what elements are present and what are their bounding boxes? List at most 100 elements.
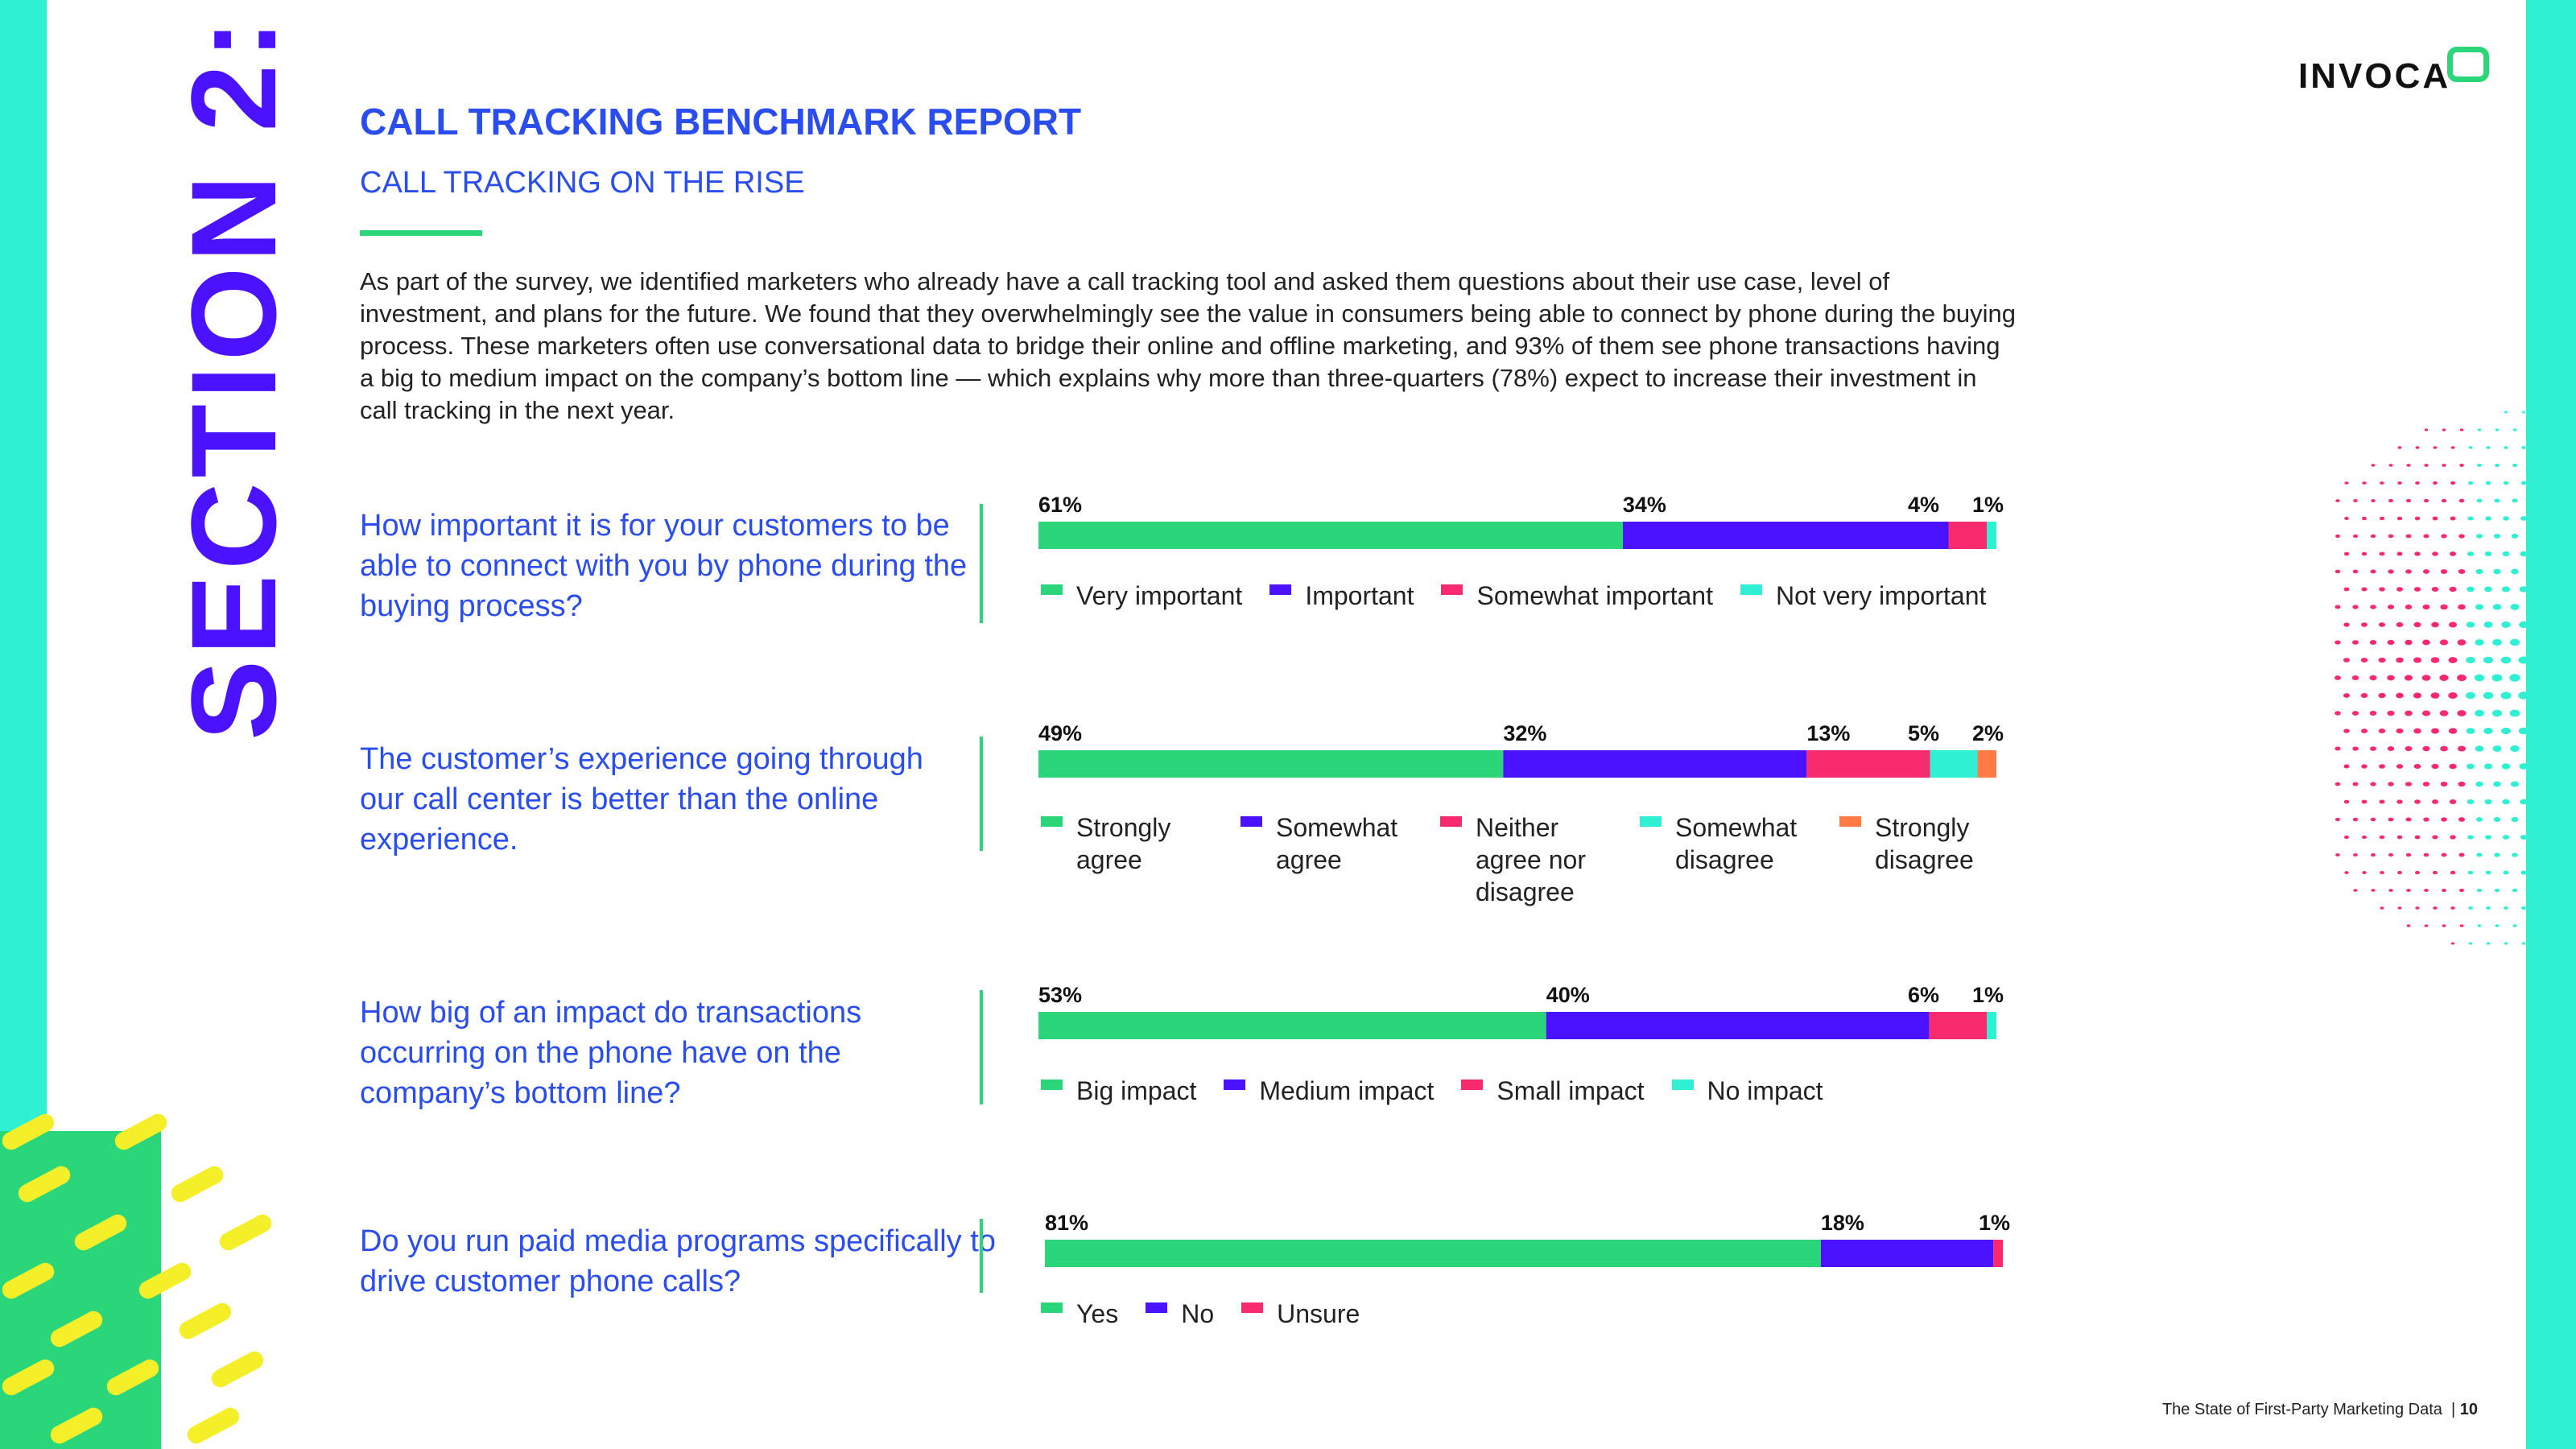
legend-label: Neither agree nor disagree: [1476, 813, 1586, 906]
data-label-2-2: 32%: [1503, 721, 1546, 745]
legend-item-2-5: Strongly disagree: [1839, 811, 2012, 876]
legend-chart-4: Yes No Unsure: [1041, 1298, 1387, 1330]
bar-segment-2-1: [1038, 750, 1504, 778]
legend-swatch: [1671, 1080, 1694, 1090]
legend-label: Strongly agree: [1076, 813, 1171, 874]
legend-item-2-2: Somewhat agree: [1241, 811, 1413, 876]
legend-item-3-3: Small impact: [1461, 1075, 1645, 1107]
legend-swatch: [1241, 816, 1262, 827]
data-label-3-1: 53%: [1038, 983, 1082, 1007]
data-label-1-1: 61%: [1038, 493, 1082, 517]
data-label-4-2: 18%: [1821, 1211, 1864, 1235]
legend-label: Big impact: [1076, 1076, 1197, 1105]
legend-item-3-2: Medium impact: [1224, 1075, 1434, 1107]
question-1: How important it is for your customers t…: [360, 509, 968, 623]
legend-label: No impact: [1707, 1076, 1823, 1105]
data-label-3-3: 6%: [1908, 983, 1939, 1007]
legend-swatch: [1241, 1302, 1264, 1313]
legend-swatch: [1041, 1080, 1063, 1090]
question-4: Do you run paid media programs specifica…: [360, 1224, 996, 1298]
legend-item-1-2: Important: [1269, 580, 1414, 612]
bar-segment-3-1: [1038, 1012, 1546, 1039]
legend-item-1-3: Somewhat important: [1441, 580, 1713, 612]
decorative-dot-pattern: [2334, 411, 2526, 945]
legend-chart-1: Very important Important Somewhat importan…: [1041, 580, 2013, 612]
bar-segment-1-4: [1987, 522, 1996, 549]
question-3-divider: [980, 990, 983, 1104]
question-2: The customer’s experience going through …: [360, 742, 923, 857]
bar-segment-2-5: [1977, 750, 1996, 778]
legend-label: Very important: [1076, 581, 1243, 610]
legend-item-2-3: Neither agree nor disagree: [1440, 811, 1612, 908]
legend-item-3-1: Big impact: [1041, 1075, 1196, 1107]
data-label-3-4: 1%: [1972, 983, 2004, 1007]
stacked-bar-charts: 61% 34% 4% 1% 49% 32% 13% 5% 2% 53% 40% 6% 1% 81% 18% 1…: [1038, 493, 2010, 1267]
data-label-1-3: 4%: [1908, 493, 1939, 517]
legend-label: Unsure: [1277, 1299, 1360, 1328]
bar-segment-3-2: [1546, 1012, 1930, 1039]
bar-segment-4-1: [1045, 1240, 1821, 1267]
legend-label: Yes: [1076, 1299, 1119, 1328]
legend-item-2-4: Somewhat disagree: [1640, 811, 1812, 876]
intro-paragraph: As part of the survey, we identified mar…: [360, 267, 2017, 424]
legend-swatch: [1839, 816, 1861, 827]
legend-item-1-4: Not very important: [1740, 580, 1986, 612]
legend-item-4-3: Unsure: [1241, 1298, 1360, 1330]
page-number: 10: [2459, 1401, 2478, 1418]
bar-segment-4-3: [1993, 1240, 2003, 1267]
legend-label: Small impact: [1496, 1076, 1645, 1105]
bar-segment-1-1: [1038, 522, 1623, 549]
legend-swatch: [1440, 816, 1462, 827]
legend-swatch: [1640, 816, 1662, 827]
data-label-2-1: 49%: [1038, 721, 1082, 745]
footer-text: The State of First-Party Marketing Data: [2161, 1401, 2442, 1418]
data-label-1-4: 1%: [1972, 493, 2004, 517]
question-4-divider: [980, 1219, 983, 1293]
legend-label: No: [1181, 1299, 1215, 1328]
data-label-4-3: 1%: [1979, 1211, 2010, 1235]
legend-swatch: [1146, 1302, 1168, 1313]
legend-swatch: [1461, 1080, 1484, 1090]
legend-swatch: [1041, 1302, 1063, 1313]
section-heading: SECTION 2:: [166, 14, 301, 741]
legend-swatch: [1224, 1080, 1246, 1090]
legend-label: Important: [1305, 581, 1414, 610]
legend-swatch: [1269, 584, 1292, 595]
data-label-3-2: 40%: [1546, 983, 1590, 1007]
page-title: CALL TRACKING BENCHMARK REPORT: [360, 101, 1082, 142]
legend-chart-3: Big impact Medium impact Small impact No im…: [1041, 1075, 1851, 1107]
legend-item-3-4: No impact: [1671, 1075, 1823, 1107]
legend-label: Somewhat important: [1476, 581, 1713, 610]
bar-segment-3-4: [1987, 1012, 1996, 1039]
page-subtitle: CALL TRACKING ON THE RISE: [360, 166, 805, 200]
data-label-1-2: 34%: [1623, 493, 1666, 517]
legend-chart-2: Strongly agree Somewhat agree Neither agre…: [1041, 811, 2039, 908]
title-underline: [360, 230, 482, 236]
legend-label: Somewhat disagree: [1675, 813, 1798, 874]
legend-item-4-1: Yes: [1041, 1298, 1118, 1330]
question-1-divider: [980, 504, 983, 623]
bar-segment-4-2: [1820, 1240, 1994, 1267]
logo-chat-bubble-icon: [2447, 47, 2489, 82]
legend-item-2-1: Strongly agree: [1041, 811, 1213, 876]
bar-segment-1-3: [1948, 522, 1988, 549]
data-label-2-4: 5%: [1908, 721, 1939, 745]
legend-label: Somewhat agree: [1276, 813, 1398, 874]
legend-label: Medium impact: [1259, 1076, 1435, 1105]
data-label-2-3: 13%: [1806, 721, 1850, 745]
invoca-logo: INVOCA: [2298, 56, 2451, 96]
bar-segment-2-3: [1806, 750, 1930, 778]
bar-segment-2-4: [1930, 750, 1978, 778]
legend-swatch: [1441, 584, 1463, 595]
legend-item-4-2: No: [1146, 1298, 1214, 1330]
question-3: How big of an impact do transactions occ…: [360, 996, 862, 1110]
legend-swatch: [1740, 584, 1762, 595]
page-footer: The State of First-Party Marketing Data …: [2161, 1401, 2478, 1418]
right-accent-strip: [2526, 0, 2576, 1449]
data-label-2-5: 2%: [1972, 721, 2004, 745]
legend-swatch: [1041, 584, 1063, 595]
bar-segment-2-2: [1503, 750, 1807, 778]
question-2-divider: [980, 737, 983, 851]
legend-item-1-1: Very important: [1041, 580, 1242, 612]
bar-segment-3-3: [1929, 1012, 1988, 1039]
